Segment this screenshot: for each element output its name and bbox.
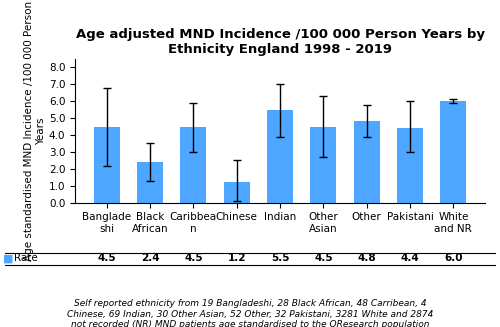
Text: 6.0: 6.0 <box>444 253 462 263</box>
Text: 2.4: 2.4 <box>140 253 160 263</box>
Bar <box>94 127 120 203</box>
Text: 5.5: 5.5 <box>271 253 289 263</box>
Text: ■: ■ <box>2 253 13 263</box>
Text: 4.5: 4.5 <box>98 253 116 263</box>
Text: Rate: Rate <box>14 253 38 263</box>
Title: Age adjusted MND Incidence /100 000 Person Years by
Ethnicity England 1998 - 201: Age adjusted MND Incidence /100 000 Pers… <box>76 28 484 56</box>
Text: 4.8: 4.8 <box>358 253 376 263</box>
Bar <box>440 101 466 203</box>
Bar <box>137 162 163 203</box>
Text: 4.4: 4.4 <box>400 253 419 263</box>
Bar <box>310 127 336 203</box>
Text: Self reported ethnicity from 19 Bangladeshi, 28 Black African, 48 Carribean, 4
C: Self reported ethnicity from 19 Banglade… <box>67 299 433 327</box>
Bar <box>224 182 250 203</box>
Bar <box>180 127 206 203</box>
Y-axis label: Age standardised MND Incidence /100 000 Person
Years: Age standardised MND Incidence /100 000 … <box>24 1 46 261</box>
Bar <box>267 110 293 203</box>
Text: 4.5: 4.5 <box>314 253 332 263</box>
Bar <box>397 128 423 203</box>
Text: 4.5: 4.5 <box>184 253 203 263</box>
Bar <box>354 122 380 203</box>
Text: 1.2: 1.2 <box>228 253 246 263</box>
